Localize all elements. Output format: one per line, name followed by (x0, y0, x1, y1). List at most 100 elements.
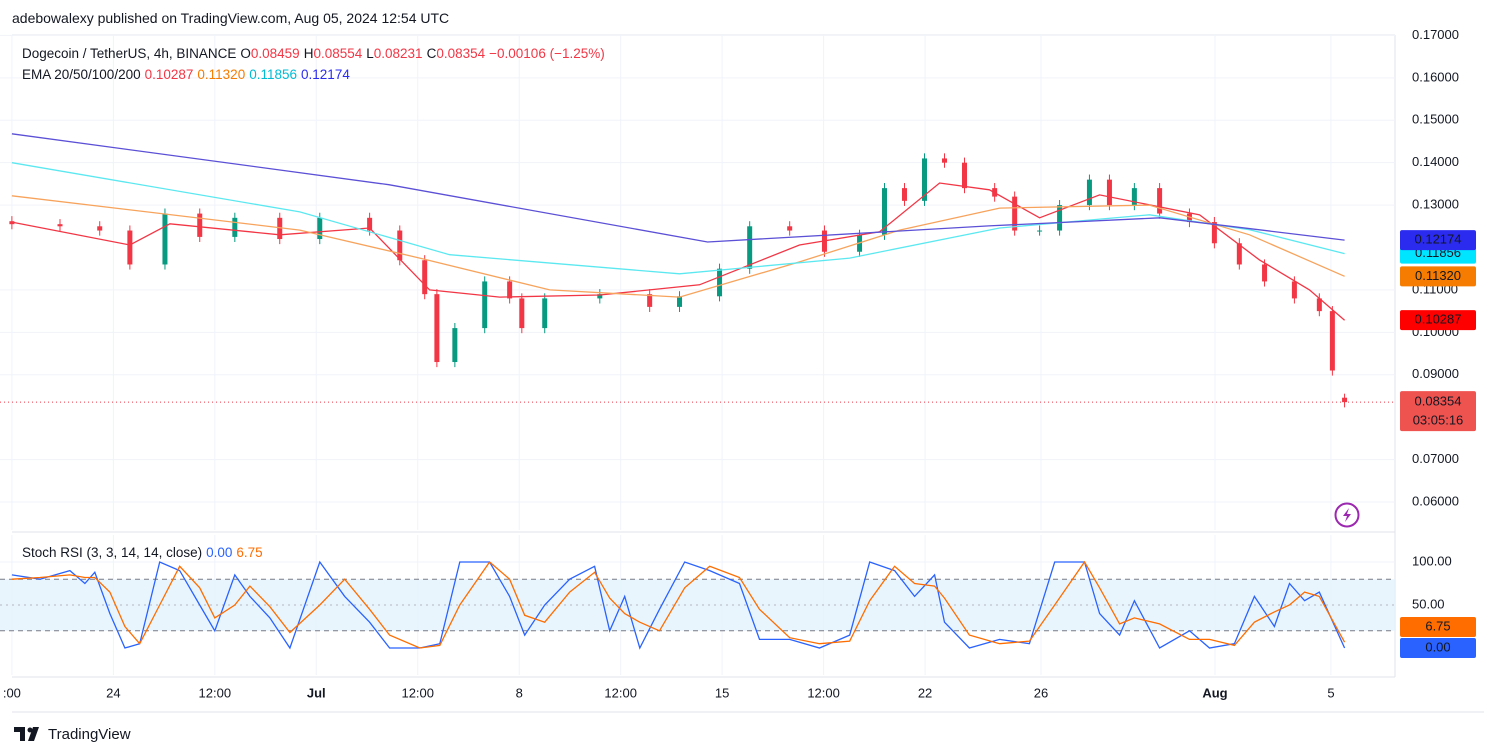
candle-body (1131, 188, 1137, 206)
candle-body (717, 268, 723, 297)
price-badge (1400, 230, 1476, 251)
candle-body (1342, 397, 1348, 403)
candle-body (1186, 213, 1192, 223)
ema-title: EMA 20/50/100/200 (22, 67, 141, 82)
candle-body (747, 226, 753, 269)
candle-body (127, 230, 133, 265)
candle-body (787, 226, 793, 231)
candle-body (452, 328, 458, 363)
stoch-line (11, 560, 1346, 650)
ema-line (11, 133, 1345, 243)
ema-value: 0.11320 (197, 67, 246, 82)
ema-line (11, 195, 1345, 298)
price-badge-label: 6.75 (1425, 618, 1450, 633)
x-tick-label: 12:00 (807, 685, 840, 700)
price-badge-label: 0.12174 (1415, 232, 1462, 247)
candle-body (542, 298, 548, 329)
price-badge (1400, 616, 1476, 637)
price-badge (1400, 391, 1476, 432)
stoch-value: 6.75 (236, 545, 263, 560)
price-badge-label: 0.11320 (1415, 268, 1461, 283)
candle-body (162, 213, 168, 265)
y-tick-label: 0.14000 (1412, 154, 1459, 169)
x-tick-label: 12:00 (401, 685, 434, 700)
quote-key: L (366, 46, 374, 61)
y-tick-label: 0.17000 (1412, 27, 1459, 42)
candle-body (367, 217, 373, 231)
countdown: 03:05:16 (1413, 413, 1464, 428)
y-tick-label: 100.00 (1412, 553, 1452, 568)
x-tick-label: Aug (1202, 685, 1227, 700)
stoch-title: Stoch RSI (3, 3, 14, 14, close) (22, 545, 203, 560)
stoch-value: 0.00 (206, 545, 233, 560)
quote-key: H (303, 46, 314, 61)
y-tick-label: 0.06000 (1412, 493, 1459, 508)
x-tick-label: Jul (307, 685, 326, 700)
x-tick-label: 22 (918, 685, 932, 700)
candle-body (1291, 281, 1297, 299)
candle-body (507, 281, 513, 299)
candle-body (197, 213, 203, 237)
candle-body (434, 294, 440, 363)
icon-bolt[interactable] (1343, 508, 1351, 522)
symbol-title: Dogecoin / TetherUS, 4h, BINANCE (22, 46, 237, 61)
y-tick-label: 0.07000 (1412, 451, 1459, 466)
quote-value: 0.08231 (373, 46, 423, 61)
x-tick-label: 5 (1327, 685, 1334, 700)
stoch-legend: Stoch RSI (3, 3, 14, 14, close) 0.00 6.75 (22, 545, 267, 560)
x-tick-label: 12:00 (604, 685, 637, 700)
brand: TradingView (48, 725, 131, 743)
ema-line (11, 182, 1346, 321)
candle-body (941, 158, 947, 163)
quote-value: 0.08554 (313, 46, 363, 61)
ema-value: 0.10287 (144, 67, 194, 82)
candle-body (961, 162, 967, 189)
candle-body (597, 294, 603, 299)
x-tick-label: 12:00 (199, 685, 232, 700)
lightning-icon[interactable] (1334, 502, 1360, 528)
y-tick-label: 50.00 (1412, 596, 1445, 611)
candle-body (1037, 230, 1043, 232)
candle-body (1106, 179, 1112, 206)
x-tick-label: :00 (3, 685, 21, 700)
x-tick-label: 8 (516, 685, 523, 700)
header: adebowalexy published on TradingView.com… (12, 10, 450, 26)
price-badge-label: 0.10287 (1415, 312, 1462, 327)
y-tick-label: 0.13000 (1412, 197, 1459, 212)
y-tick-label: 0.09000 (1412, 366, 1459, 381)
footer: TradingView (14, 725, 131, 743)
y-tick-label: 0.16000 (1412, 69, 1459, 84)
logo-mark (14, 727, 39, 741)
price-badge (1400, 310, 1476, 331)
price-badge (1400, 637, 1476, 658)
logo-dot (27, 727, 33, 733)
x-tick-label: 15 (715, 685, 729, 700)
change: −0.00106 (−1.25%) (489, 46, 605, 61)
candle-body (232, 217, 238, 237)
candle-body (921, 158, 927, 201)
candle-body (277, 217, 283, 240)
quote-value: 0.08354 (436, 46, 486, 61)
quote-value: 0.08459 (250, 46, 300, 61)
ema-legend: EMA 20/50/100/200 0.10287 0.11320 0.11856 0.… (22, 67, 354, 82)
y-tick-label: 0.15000 (1412, 112, 1459, 127)
candle-body (1262, 264, 1268, 282)
candle-body (422, 260, 428, 295)
candle-body (1329, 311, 1335, 371)
x-tick-label: 26 (1034, 685, 1048, 700)
candle-body (1316, 298, 1322, 312)
candle-body (677, 296, 683, 307)
stoch-line (11, 560, 1346, 649)
ema-value: 0.11856 (249, 67, 298, 82)
candle-body (1086, 179, 1092, 206)
candle-body (881, 188, 887, 235)
quote-key: O (240, 46, 251, 61)
candle-body (97, 226, 103, 231)
price-badge-label: 0.00 (1425, 639, 1450, 654)
quote-key: C (426, 46, 437, 61)
price-legend: Dogecoin / TetherUS, 4h, BINANCE O0.08459… (22, 46, 609, 61)
candle-body (1211, 222, 1217, 244)
candle-body (1236, 243, 1242, 265)
